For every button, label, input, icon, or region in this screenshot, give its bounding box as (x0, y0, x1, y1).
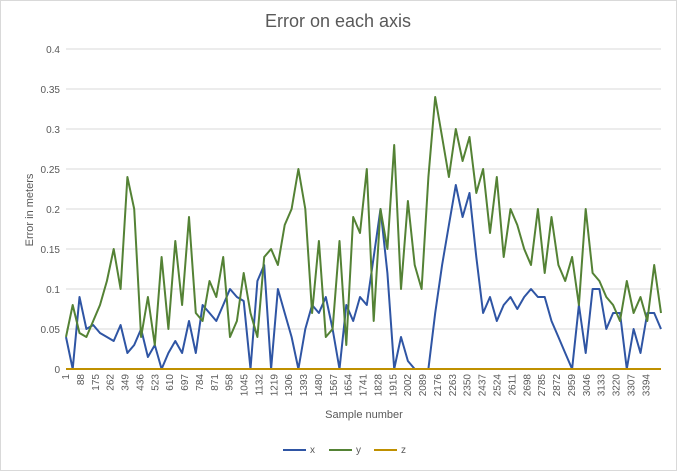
x-tick-label: 1741 (359, 374, 370, 397)
chart-title: Error on each axis (265, 11, 411, 31)
x-tick-label: 3046 (582, 374, 593, 397)
series-lines (65, 96, 662, 370)
y-axis-title: Error in meters (24, 173, 36, 246)
x-tick-label: 1306 (284, 374, 295, 397)
x-tick-label: 2959 (567, 374, 578, 397)
x-tick-label: 523 (150, 374, 161, 391)
legend-label-y: y (356, 445, 361, 456)
x-tick-label: 2176 (433, 374, 444, 397)
y-tick-label: 0.3 (46, 125, 60, 136)
x-tick-label: 784 (195, 374, 206, 391)
x-tick-label: 436 (135, 374, 146, 391)
y-axis-ticks: 0 0.05 0.1 0.15 0.2 0.25 0.3 0.35 0.4 (41, 45, 61, 376)
y-tick-label: 0.25 (41, 165, 61, 176)
x-tick-label: 871 (210, 374, 221, 391)
x-tick-label: 1045 (240, 374, 251, 397)
x-tick-label: 1480 (314, 374, 325, 397)
x-tick-label: 697 (180, 374, 191, 391)
x-tick-label: 1393 (299, 374, 310, 397)
x-tick-label: 1654 (344, 374, 355, 397)
x-tick-label: 2611 (507, 374, 518, 396)
y-tick-label: 0.15 (41, 245, 61, 256)
x-tick-label: 1 (61, 374, 72, 380)
legend: x y z (283, 445, 406, 456)
x-tick-label: 3133 (597, 374, 608, 397)
y-tick-label: 0.1 (46, 285, 60, 296)
x-tick-label: 2785 (537, 374, 548, 397)
x-tick-label: 1828 (373, 374, 384, 397)
x-tick-label: 2872 (552, 374, 563, 397)
x-tick-label: 3394 (641, 374, 652, 397)
x-tick-label: 1915 (388, 374, 399, 397)
series-x-line (65, 184, 662, 370)
x-axis-title: Sample number (325, 409, 403, 421)
x-tick-label: 2002 (403, 374, 414, 397)
series-y-line (65, 96, 662, 346)
x-tick-label: 88 (76, 374, 87, 386)
y-tick-label: 0.2 (46, 205, 60, 216)
x-tick-label: 1567 (329, 374, 340, 397)
legend-label-x: x (310, 445, 315, 456)
x-tick-label: 2263 (448, 374, 459, 397)
x-tick-label: 3220 (612, 374, 623, 397)
x-tick-label: 262 (106, 374, 117, 391)
x-tick-label: 2437 (478, 374, 489, 397)
y-tick-label: 0.35 (41, 85, 61, 96)
x-tick-label: 3307 (626, 374, 637, 397)
x-tick-label: 2089 (418, 374, 429, 397)
x-tick-label: 2698 (522, 374, 533, 397)
x-tick-label: 1132 (254, 374, 265, 396)
y-tick-label: 0 (54, 365, 60, 376)
x-tick-label: 175 (91, 374, 102, 391)
y-tick-label: 0.05 (41, 325, 61, 336)
y-tick-label: 0.4 (46, 45, 60, 56)
legend-label-z: z (401, 445, 406, 456)
x-tick-label: 349 (121, 374, 132, 391)
x-tick-label: 1219 (269, 374, 280, 397)
x-tick-label: 2350 (463, 374, 474, 397)
x-axis-ticks: 1 88 175 262 349 436 523 610 697 784 871 958 1045 113… (61, 374, 652, 397)
x-tick-label: 958 (225, 374, 236, 391)
x-tick-label: 610 (165, 374, 176, 391)
x-tick-label: 2524 (492, 374, 503, 397)
